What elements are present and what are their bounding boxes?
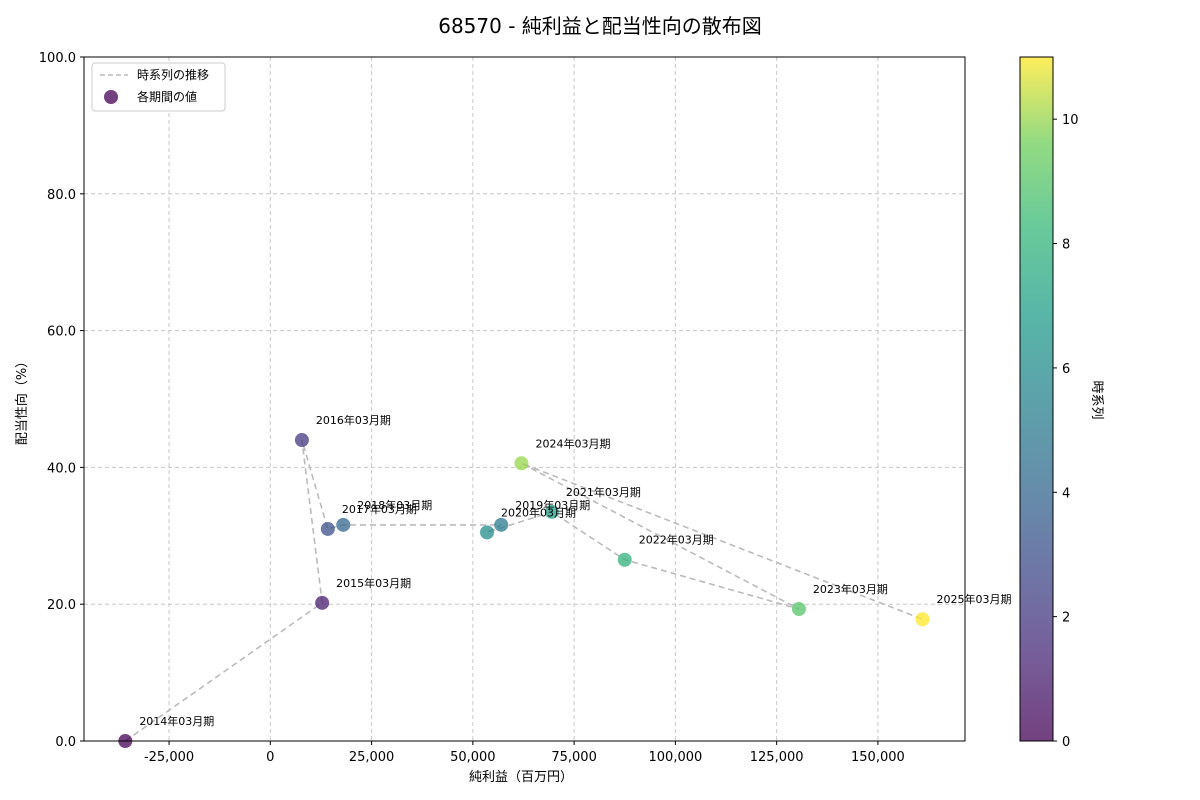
point-label: 2018年03月期 bbox=[357, 498, 432, 512]
x-tick-label: 75,000 bbox=[551, 750, 597, 765]
x-tick-label: 0 bbox=[266, 750, 274, 765]
point-label: 2025年03月期 bbox=[936, 592, 1011, 606]
colorbar-tick-label: 10 bbox=[1062, 113, 1079, 128]
legend-point-label: 各期間の値 bbox=[137, 89, 197, 104]
point-label: 2023年03月期 bbox=[813, 582, 888, 596]
data-point bbox=[915, 612, 930, 627]
x-tick-label: -25,000 bbox=[144, 750, 194, 765]
series-line bbox=[124, 439, 923, 742]
x-axis-ticks: -25,000 0 25,000 50,000 75,000 100,000 125,000… bbox=[144, 741, 905, 765]
data-point bbox=[494, 517, 509, 532]
x-tick-label: 100,000 bbox=[649, 750, 703, 765]
chart-title: 68570 - 純利益と配当性向の散布図 bbox=[438, 14, 762, 38]
data-point bbox=[315, 595, 330, 610]
point-label: 2016年03月期 bbox=[316, 413, 391, 427]
legend: 時系列の推移 各期間の値 bbox=[91, 62, 226, 112]
grid bbox=[84, 56, 965, 742]
colorbar: 0 2 4 6 8 10 時系列 bbox=[1019, 56, 1104, 750]
data-point bbox=[514, 456, 529, 471]
data-point bbox=[480, 525, 495, 540]
colorbar-tick-label: 6 bbox=[1062, 362, 1070, 377]
data-point bbox=[336, 517, 351, 532]
point-label: 2021年03月期 bbox=[566, 485, 641, 499]
plot-frame bbox=[83, 56, 966, 742]
point-label: 2024年03月期 bbox=[535, 436, 610, 450]
point-labels: 2014年03月期 2015年03月期 2016年03月期 2017年03月期2018… bbox=[139, 413, 1011, 728]
y-axis-label: 配当性向（%） bbox=[14, 355, 30, 445]
x-axis-label: 純利益（百万円） bbox=[469, 770, 573, 785]
y-tick-label: 80.0 bbox=[47, 188, 76, 203]
data-points bbox=[118, 433, 930, 748]
point-label: 2017年03月期 bbox=[342, 502, 417, 516]
point-label: 2020年03月期 bbox=[501, 505, 576, 519]
point-label: 2015年03月期 bbox=[336, 576, 411, 590]
data-point bbox=[544, 504, 559, 519]
y-tick-label: 20.0 bbox=[47, 598, 76, 613]
data-point bbox=[617, 552, 632, 567]
y-tick-label: 40.0 bbox=[47, 461, 76, 476]
colorbar-tick-label: 8 bbox=[1062, 238, 1070, 253]
series-polyline bbox=[124, 439, 923, 742]
legend-line-label: 時系列の推移 bbox=[137, 68, 209, 82]
data-point bbox=[791, 601, 806, 616]
legend-point-swatch bbox=[104, 90, 118, 104]
colorbar-tick-label: 0 bbox=[1062, 735, 1070, 750]
colorbar-tick-label: 2 bbox=[1062, 611, 1070, 626]
x-tick-label: 150,000 bbox=[851, 750, 905, 765]
x-tick-label: 25,000 bbox=[349, 750, 395, 765]
colorbar-ticks: 0 2 4 6 8 10 bbox=[1053, 113, 1079, 750]
colorbar-tick-label: 4 bbox=[1062, 486, 1070, 501]
point-label: 2022年03月期 bbox=[639, 533, 714, 547]
y-tick-label: 0.0 bbox=[55, 735, 76, 750]
point-label: 2014年03月期 bbox=[139, 714, 214, 728]
x-tick-label: 50,000 bbox=[450, 750, 496, 765]
x-tick-label: 125,000 bbox=[750, 750, 804, 765]
y-tick-label: 100.0 bbox=[39, 51, 76, 66]
y-tick-label: 60.0 bbox=[47, 325, 76, 340]
data-point bbox=[294, 433, 309, 448]
y-axis-ticks: 0.0 20.0 40.0 60.0 80.0 100.0 bbox=[39, 51, 84, 750]
colorbar-label: 時系列 bbox=[1089, 380, 1104, 419]
data-point bbox=[320, 521, 335, 536]
colorbar-gradient bbox=[1019, 56, 1054, 742]
point-label: 2019年03月期 bbox=[515, 498, 590, 512]
